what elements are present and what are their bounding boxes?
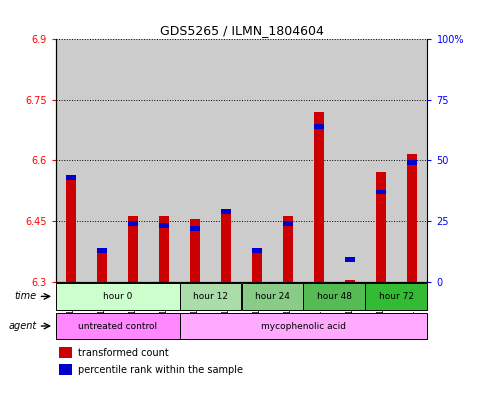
Text: hour 48: hour 48 <box>317 292 352 301</box>
Bar <box>117 39 149 282</box>
Bar <box>366 283 427 310</box>
Bar <box>97 251 107 282</box>
Bar <box>345 257 355 262</box>
Text: hour 24: hour 24 <box>255 292 290 301</box>
Bar <box>407 154 417 282</box>
Bar <box>56 283 180 310</box>
Bar <box>407 160 417 165</box>
Bar <box>242 39 272 282</box>
Text: transformed count: transformed count <box>78 347 169 358</box>
Text: untreated control: untreated control <box>78 321 157 331</box>
Text: hour 72: hour 72 <box>379 292 414 301</box>
Bar <box>66 175 76 180</box>
Bar <box>56 313 180 339</box>
Bar <box>211 39 242 282</box>
Text: hour 0: hour 0 <box>103 292 132 301</box>
Title: GDS5265 / ILMN_1804604: GDS5265 / ILMN_1804604 <box>159 24 324 37</box>
Bar <box>376 189 386 195</box>
Bar <box>190 219 200 282</box>
Bar <box>303 283 366 310</box>
Bar <box>242 283 303 310</box>
Text: hour 12: hour 12 <box>193 292 228 301</box>
Bar <box>366 39 397 282</box>
Bar <box>180 313 427 339</box>
Bar <box>128 216 139 282</box>
Bar <box>128 221 138 226</box>
Bar <box>272 39 303 282</box>
Bar <box>180 39 211 282</box>
Bar <box>252 251 262 282</box>
Bar <box>313 112 325 282</box>
Bar <box>180 283 242 310</box>
Bar <box>303 39 334 282</box>
Bar <box>97 248 107 253</box>
Text: time: time <box>15 291 37 301</box>
Bar <box>283 216 293 282</box>
Bar <box>59 347 72 358</box>
Bar <box>344 279 355 282</box>
Bar <box>397 39 427 282</box>
Bar <box>334 39 366 282</box>
Bar <box>86 39 117 282</box>
Text: agent: agent <box>9 321 37 331</box>
Bar <box>252 248 262 253</box>
Bar <box>149 39 180 282</box>
Bar <box>159 224 169 228</box>
Bar <box>283 221 293 226</box>
Bar <box>158 216 170 282</box>
Bar <box>376 172 386 282</box>
Bar <box>221 209 231 282</box>
Bar <box>66 179 76 282</box>
Text: mycophenolic acid: mycophenolic acid <box>261 321 346 331</box>
Bar <box>190 226 200 231</box>
Bar <box>221 209 231 214</box>
Bar <box>56 39 86 282</box>
Bar <box>314 124 324 129</box>
Bar <box>59 364 72 375</box>
Text: percentile rank within the sample: percentile rank within the sample <box>78 365 243 375</box>
